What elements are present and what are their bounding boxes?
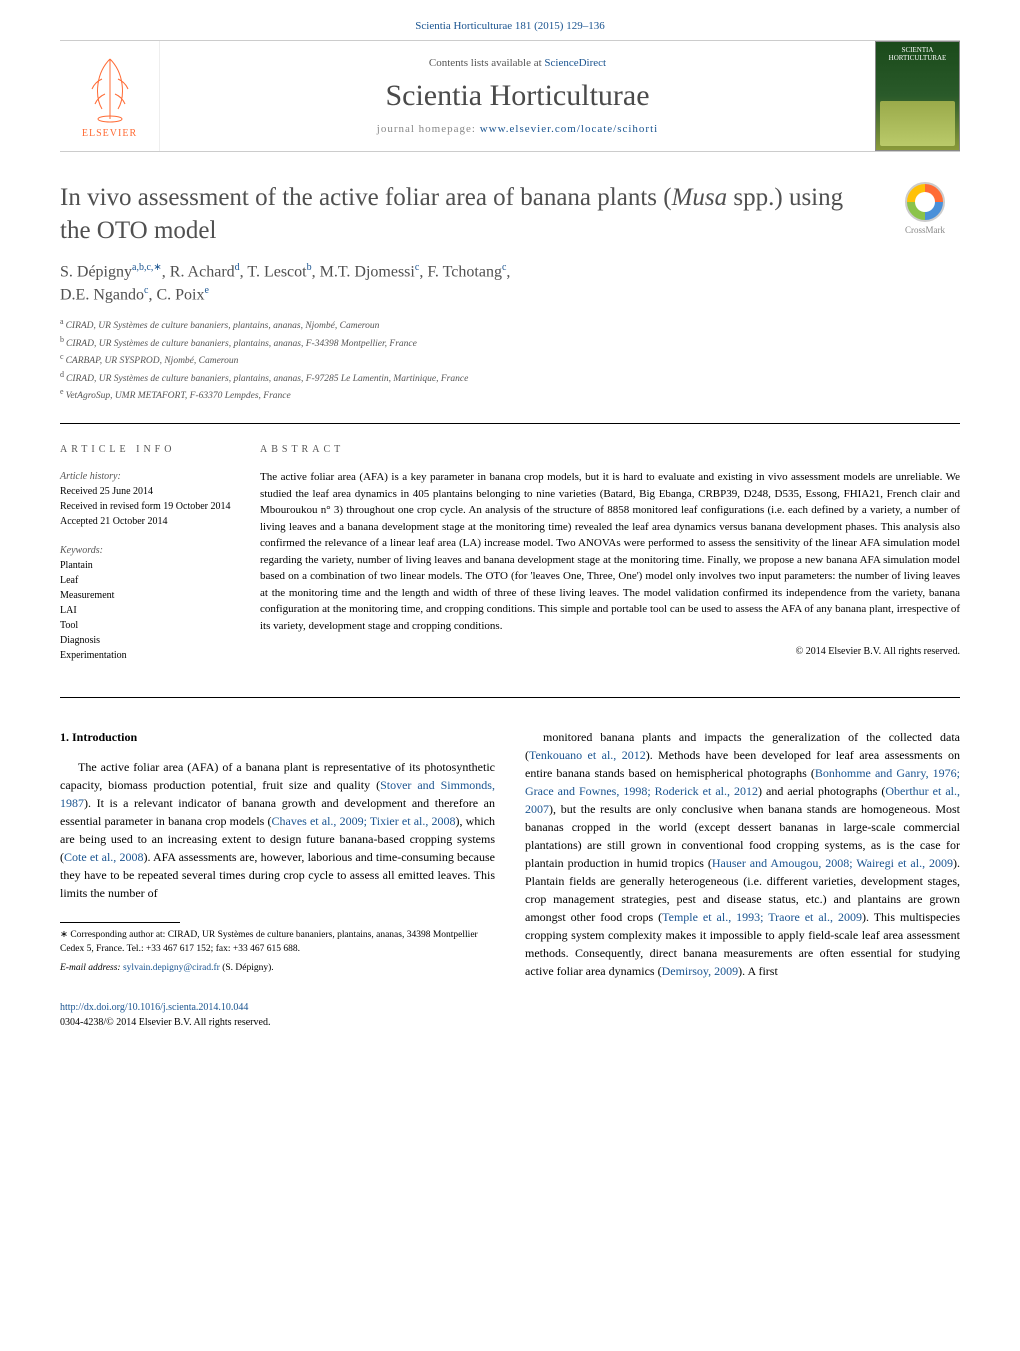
keywords-block: Keywords: PlantainLeafMeasurementLAITool… bbox=[60, 543, 235, 663]
elsevier-tree-icon bbox=[80, 54, 140, 124]
history-block: Article history: Received 25 June 2014Re… bbox=[60, 469, 235, 529]
author-name: , F. Tchotang bbox=[419, 263, 502, 280]
email-link[interactable]: sylvain.depigny@cirad.fr bbox=[123, 963, 220, 973]
authors: S. Dépignya,b,c,∗, R. Achardd, T. Lescot… bbox=[60, 261, 960, 306]
author-name: D.E. Ngando bbox=[60, 286, 144, 303]
journal-banner: ELSEVIER Contents lists available at Sci… bbox=[60, 40, 960, 152]
banner-center: Contents lists available at ScienceDirec… bbox=[160, 47, 875, 145]
contents-line: Contents lists available at ScienceDirec… bbox=[170, 57, 865, 69]
footnote-separator bbox=[60, 922, 180, 923]
cover-image bbox=[880, 101, 955, 146]
author-name: , C. Poix bbox=[148, 286, 204, 303]
keyword: LAI bbox=[60, 603, 235, 618]
author-name: , R. Achard bbox=[162, 263, 235, 280]
citation-text: Scientia Horticulturae 181 (2015) 129–13… bbox=[415, 20, 604, 32]
history-line: Accepted 21 October 2014 bbox=[60, 514, 235, 529]
author-affil-sup: a,b,c,∗ bbox=[132, 262, 162, 273]
journal-cover: SCIENTIA HORTICULTURAE bbox=[875, 41, 960, 151]
issn-line: 0304-4238/© 2014 Elsevier B.V. All right… bbox=[60, 1017, 270, 1028]
author-name: , M.T. Djomessi bbox=[312, 263, 415, 280]
citation-header: Scientia Horticulturae 181 (2015) 129–13… bbox=[0, 0, 1020, 40]
ref-link[interactable]: Temple et al., 1993; Traore et al., 2009 bbox=[662, 910, 862, 924]
intro-para-left: The active foliar area (AFA) of a banana… bbox=[60, 758, 495, 902]
info-heading: article info bbox=[60, 442, 235, 457]
affiliation: b CIRAD, UR Systèmes de culture bananier… bbox=[60, 334, 960, 351]
affiliation: c CARBAP, UR SYSPROD, Njombé, Cameroun bbox=[60, 351, 960, 368]
right-column: monitored banana plants and impacts the … bbox=[525, 728, 960, 980]
abstract-text: The active foliar area (AFA) is a key pa… bbox=[260, 469, 960, 634]
ref-link[interactable]: Demirsoy, 2009 bbox=[662, 964, 739, 978]
email-footnote: E-mail address: sylvain.depigny@cirad.fr… bbox=[60, 962, 495, 975]
ref-link[interactable]: Hauser and Amougou, 2008; Wairegi et al.… bbox=[712, 856, 953, 870]
affiliation: d CIRAD, UR Systèmes de culture bananier… bbox=[60, 369, 960, 386]
cover-title: SCIENTIA HORTICULTURAE bbox=[880, 46, 955, 62]
author-affil-sup: e bbox=[204, 285, 208, 296]
keyword: Diagnosis bbox=[60, 633, 235, 648]
keyword: Leaf bbox=[60, 573, 235, 588]
journal-name: Scientia Horticulturae bbox=[170, 79, 865, 113]
elsevier-label: ELSEVIER bbox=[82, 128, 137, 139]
keyword: Experimentation bbox=[60, 648, 235, 663]
ref-link[interactable]: Stover and Simmonds, 1987 bbox=[60, 778, 495, 810]
abstract-heading: abstract bbox=[260, 442, 960, 457]
abstract: abstract The active foliar area (AFA) is… bbox=[260, 442, 960, 677]
elsevier-logo: ELSEVIER bbox=[60, 41, 160, 151]
author-name: , T. Lescot bbox=[240, 263, 307, 280]
sciencedirect-link[interactable]: ScienceDirect bbox=[544, 57, 606, 69]
history-label: Article history: bbox=[60, 469, 235, 484]
left-column: 1. Introduction The active foliar area (… bbox=[60, 728, 495, 980]
doi-link[interactable]: http://dx.doi.org/10.1016/j.scienta.2014… bbox=[60, 1002, 248, 1013]
keyword: Measurement bbox=[60, 588, 235, 603]
keywords-label: Keywords: bbox=[60, 543, 235, 558]
crossmark-badge[interactable]: CrossMark bbox=[890, 182, 960, 235]
ref-link[interactable]: Chaves et al., 2009; Tixier et al., 2008 bbox=[271, 814, 455, 828]
body-columns: 1. Introduction The active foliar area (… bbox=[60, 698, 960, 980]
info-abstract-row: article info Article history: Received 2… bbox=[60, 424, 960, 677]
crossmark-label: CrossMark bbox=[890, 225, 960, 235]
crossmark-icon bbox=[905, 182, 945, 222]
keyword: Tool bbox=[60, 618, 235, 633]
affiliations: a CIRAD, UR Systèmes de culture bananier… bbox=[60, 316, 960, 403]
corresponding-footnote: ∗ Corresponding author at: CIRAD, UR Sys… bbox=[60, 929, 495, 956]
ref-link[interactable]: Tenkouano et al., 2012 bbox=[529, 748, 646, 762]
intro-para-right: monitored banana plants and impacts the … bbox=[525, 728, 960, 980]
article-header: CrossMark In vivo assessment of the acti… bbox=[60, 182, 960, 403]
homepage-line: journal homepage: www.elsevier.com/locat… bbox=[170, 123, 865, 135]
author-name: S. Dépigny bbox=[60, 263, 132, 280]
doi-block: http://dx.doi.org/10.1016/j.scienta.2014… bbox=[60, 1000, 960, 1030]
keyword: Plantain bbox=[60, 558, 235, 573]
affiliation: a CIRAD, UR Systèmes de culture bananier… bbox=[60, 316, 960, 333]
history-line: Received in revised form 19 October 2014 bbox=[60, 499, 235, 514]
section-heading: 1. Introduction bbox=[60, 728, 495, 746]
article-title: In vivo assessment of the active foliar … bbox=[60, 182, 960, 247]
article-info: article info Article history: Received 2… bbox=[60, 442, 260, 677]
author-name: , bbox=[506, 263, 510, 280]
ref-link[interactable]: Cote et al., 2008 bbox=[64, 850, 143, 864]
homepage-link[interactable]: www.elsevier.com/locate/scihorti bbox=[480, 123, 659, 135]
history-line: Received 25 June 2014 bbox=[60, 484, 235, 499]
affiliation: e VetAgroSup, UMR METAFORT, F-63370 Lemp… bbox=[60, 386, 960, 403]
copyright: © 2014 Elsevier B.V. All rights reserved… bbox=[260, 644, 960, 659]
